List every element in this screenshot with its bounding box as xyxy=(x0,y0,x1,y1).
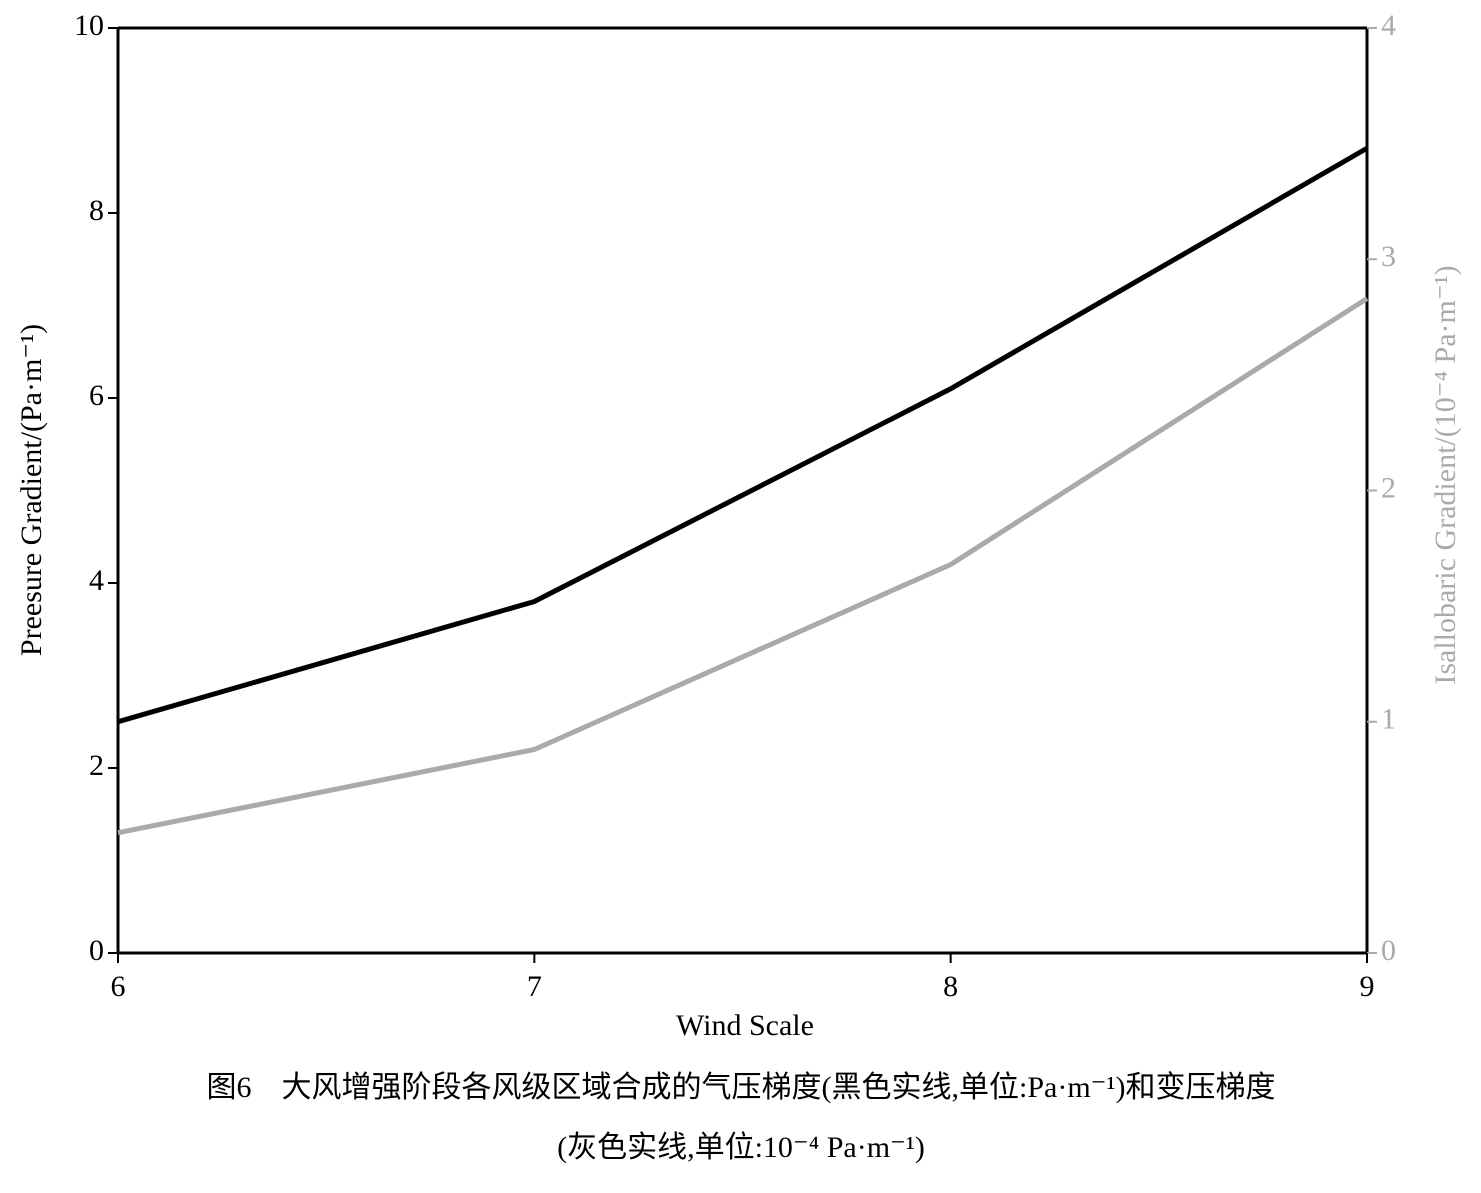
caption: 图6 大风增强阶段各风级区域合成的气压梯度(黑色实线,单位:Pa·m⁻¹)和变压… xyxy=(207,1071,1276,1104)
x-tick-label: 8 xyxy=(943,970,958,1003)
caption: (灰色实线,单位:10⁻⁴ Pa·m⁻¹) xyxy=(557,1131,925,1164)
series-line xyxy=(117,146,1369,725)
y-tick-label: 0 xyxy=(89,934,104,967)
y-tick-label: 2 xyxy=(89,749,104,782)
y2-tick-label: 1 xyxy=(1381,703,1396,736)
y-tick-label: 6 xyxy=(89,379,104,412)
y-tick-label: 4 xyxy=(89,564,104,597)
x-axis-label: Wind Scale xyxy=(676,1009,814,1042)
y2-axis-label: Isallobaric Gradient/(10⁻⁴ Pa·m⁻¹) xyxy=(1429,265,1462,684)
y2-tick-label: 3 xyxy=(1381,240,1396,273)
x-tick-label: 9 xyxy=(1360,970,1375,1003)
y-tick-label: 8 xyxy=(89,194,104,227)
x-tick-label: 6 xyxy=(111,970,126,1003)
y2-tick-label: 0 xyxy=(1381,934,1396,967)
series-line xyxy=(117,296,1369,836)
y2-tick-label: 4 xyxy=(1381,9,1396,42)
y-axis-label: Preesure Gradient/(Pa·m⁻¹) xyxy=(15,324,48,656)
x-tick-label: 7 xyxy=(527,970,542,1003)
y2-tick-label: 2 xyxy=(1381,471,1396,504)
y-tick-label: 10 xyxy=(74,9,104,42)
